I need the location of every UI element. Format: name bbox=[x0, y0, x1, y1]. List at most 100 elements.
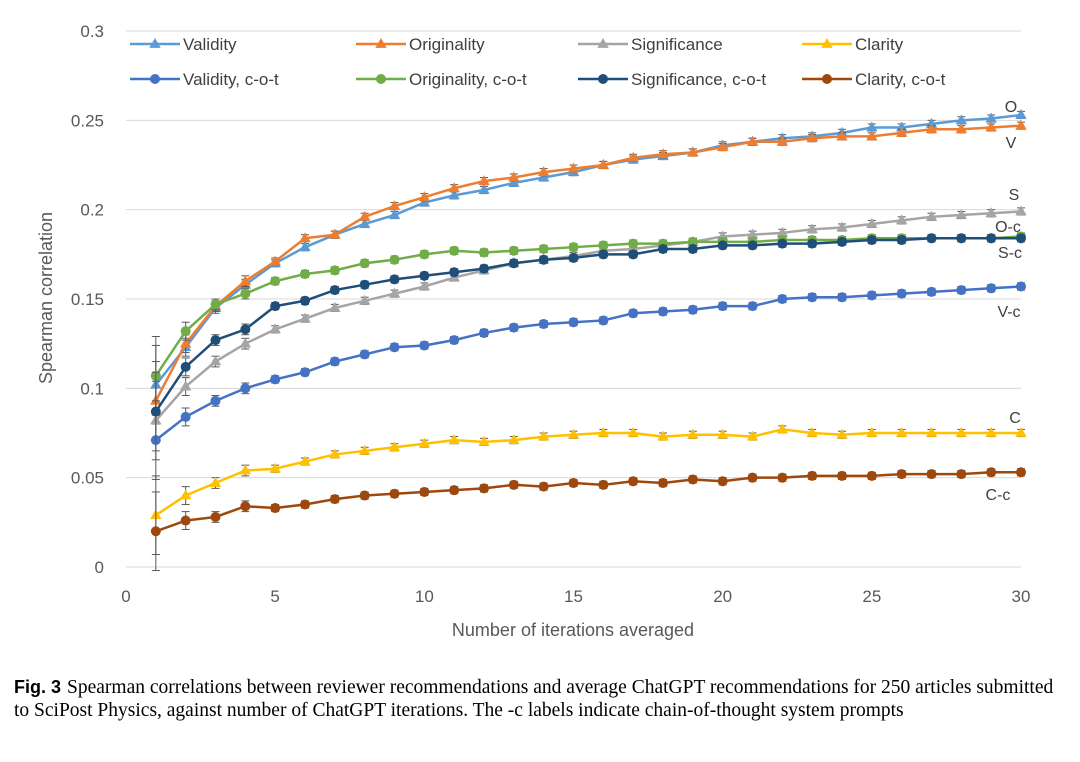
data-point bbox=[300, 295, 310, 306]
data-point bbox=[329, 265, 340, 276]
end-label: O bbox=[1005, 99, 1017, 116]
data-point bbox=[388, 200, 401, 210]
data-point bbox=[628, 249, 639, 260]
series-line bbox=[155, 428, 1021, 517]
data-point bbox=[925, 123, 938, 134]
data-point bbox=[895, 126, 908, 137]
end-label: C bbox=[1009, 410, 1021, 427]
data-point bbox=[687, 304, 698, 315]
series-line bbox=[155, 471, 1021, 533]
data-point bbox=[986, 233, 997, 244]
data-point bbox=[777, 238, 788, 249]
data-point bbox=[270, 374, 281, 385]
data-point bbox=[239, 275, 252, 286]
data-point bbox=[747, 301, 758, 312]
data-point bbox=[389, 342, 400, 353]
data-point bbox=[866, 427, 878, 437]
data-point bbox=[985, 207, 997, 218]
data-point bbox=[687, 428, 699, 439]
legend-marker bbox=[150, 74, 160, 84]
data-point bbox=[270, 276, 281, 287]
data-point bbox=[746, 135, 759, 146]
data-point bbox=[329, 301, 341, 312]
data-point bbox=[955, 114, 968, 125]
data-point bbox=[508, 434, 520, 445]
data-point bbox=[866, 290, 877, 301]
legend-item: Validity bbox=[130, 35, 237, 54]
data-point bbox=[300, 268, 310, 279]
legend-label: Significance bbox=[631, 35, 723, 54]
x-tick-label: 30 bbox=[1012, 587, 1031, 606]
legend-label: Validity, c-o-t bbox=[183, 70, 279, 89]
data-point bbox=[568, 317, 579, 328]
data-point bbox=[418, 191, 431, 202]
data-point bbox=[658, 243, 668, 254]
data-point bbox=[985, 427, 997, 437]
legend-item: Clarity bbox=[802, 35, 904, 54]
data-point bbox=[776, 423, 789, 434]
x-tick-label: 10 bbox=[415, 587, 434, 606]
data-point bbox=[329, 285, 340, 296]
data-point bbox=[895, 427, 908, 437]
data-point bbox=[956, 233, 967, 244]
legend-item: Validity, c-o-t bbox=[130, 70, 279, 89]
y-tick-label: 0.2 bbox=[80, 201, 104, 220]
data-point bbox=[716, 428, 729, 439]
data-point bbox=[836, 428, 848, 439]
data-point bbox=[419, 270, 430, 281]
data-point bbox=[568, 242, 579, 253]
data-point bbox=[598, 479, 609, 490]
data-point bbox=[419, 249, 430, 260]
data-point bbox=[807, 292, 818, 303]
data-point bbox=[358, 294, 371, 305]
series-validity-c-o-t bbox=[150, 281, 1026, 480]
x-axis-ticks: 0 5 10 15 20 25 30 bbox=[121, 587, 1030, 606]
data-point bbox=[985, 121, 997, 132]
data-point bbox=[896, 288, 907, 299]
data-point bbox=[717, 301, 728, 312]
line-chart: 0 0.05 0.1 0.15 0.2 0.25 0.3 0 5 10 15 20 25 30 Vali… bbox=[36, 22, 1030, 640]
data-point bbox=[628, 476, 639, 487]
legend-item: Significance, c-o-t bbox=[578, 70, 766, 89]
data-point bbox=[567, 428, 580, 439]
data-point bbox=[777, 472, 788, 483]
data-point bbox=[776, 135, 789, 146]
end-label: V bbox=[1006, 135, 1017, 152]
data-point bbox=[627, 151, 639, 162]
error-bars bbox=[151, 282, 1025, 480]
data-point bbox=[419, 340, 430, 351]
data-point bbox=[658, 306, 668, 317]
y-tick-label: 0 bbox=[95, 558, 104, 577]
legend: Validity Originality Significance Clarity Va… bbox=[130, 35, 946, 89]
gridlines bbox=[126, 30, 1021, 568]
data-point bbox=[269, 323, 281, 334]
end-label: S-c bbox=[998, 245, 1022, 262]
data-point bbox=[359, 279, 370, 290]
data-point bbox=[359, 258, 370, 269]
legend-item: Significance bbox=[578, 35, 723, 54]
data-point bbox=[746, 228, 759, 239]
data-point bbox=[537, 430, 550, 441]
legend-item: Originality, c-o-t bbox=[356, 70, 527, 89]
legend-label: Significance, c-o-t bbox=[631, 70, 766, 89]
end-labels: O V S O-c S-c V-c C C-c bbox=[986, 99, 1022, 504]
data-point bbox=[209, 477, 222, 487]
data-point bbox=[448, 182, 460, 193]
x-tick-label: 20 bbox=[713, 587, 732, 606]
data-point bbox=[179, 489, 192, 500]
data-point bbox=[986, 283, 997, 294]
data-point bbox=[657, 430, 669, 441]
data-point bbox=[537, 166, 550, 177]
data-point bbox=[388, 441, 401, 452]
data-point bbox=[239, 337, 252, 348]
data-point bbox=[1015, 427, 1027, 437]
y-axis-ticks: 0 0.05 0.1 0.15 0.2 0.25 0.3 bbox=[71, 22, 104, 577]
data-point bbox=[479, 263, 489, 274]
data-point bbox=[717, 240, 728, 251]
data-point bbox=[240, 324, 251, 335]
data-point bbox=[866, 235, 877, 246]
data-point bbox=[389, 254, 400, 265]
legend-marker bbox=[376, 74, 386, 84]
x-tick-label: 5 bbox=[270, 587, 279, 606]
data-point bbox=[597, 159, 610, 169]
